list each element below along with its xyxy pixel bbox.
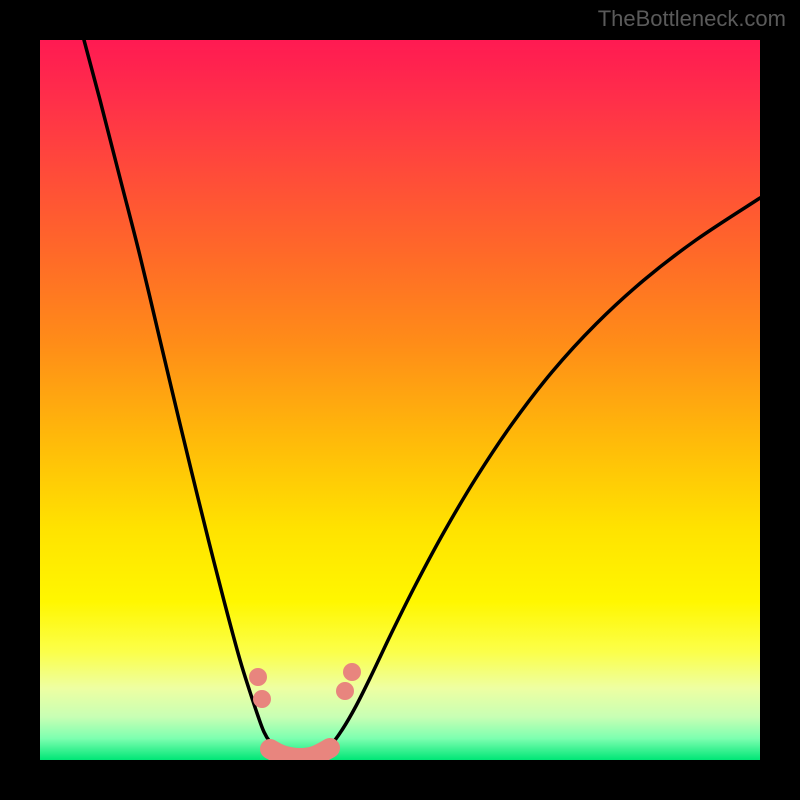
watermark-text: TheBottleneck.com — [598, 6, 786, 32]
plot-area — [40, 40, 760, 760]
bottleneck-curve-chart — [40, 40, 760, 760]
chart-container: TheBottleneck.com — [0, 0, 800, 800]
